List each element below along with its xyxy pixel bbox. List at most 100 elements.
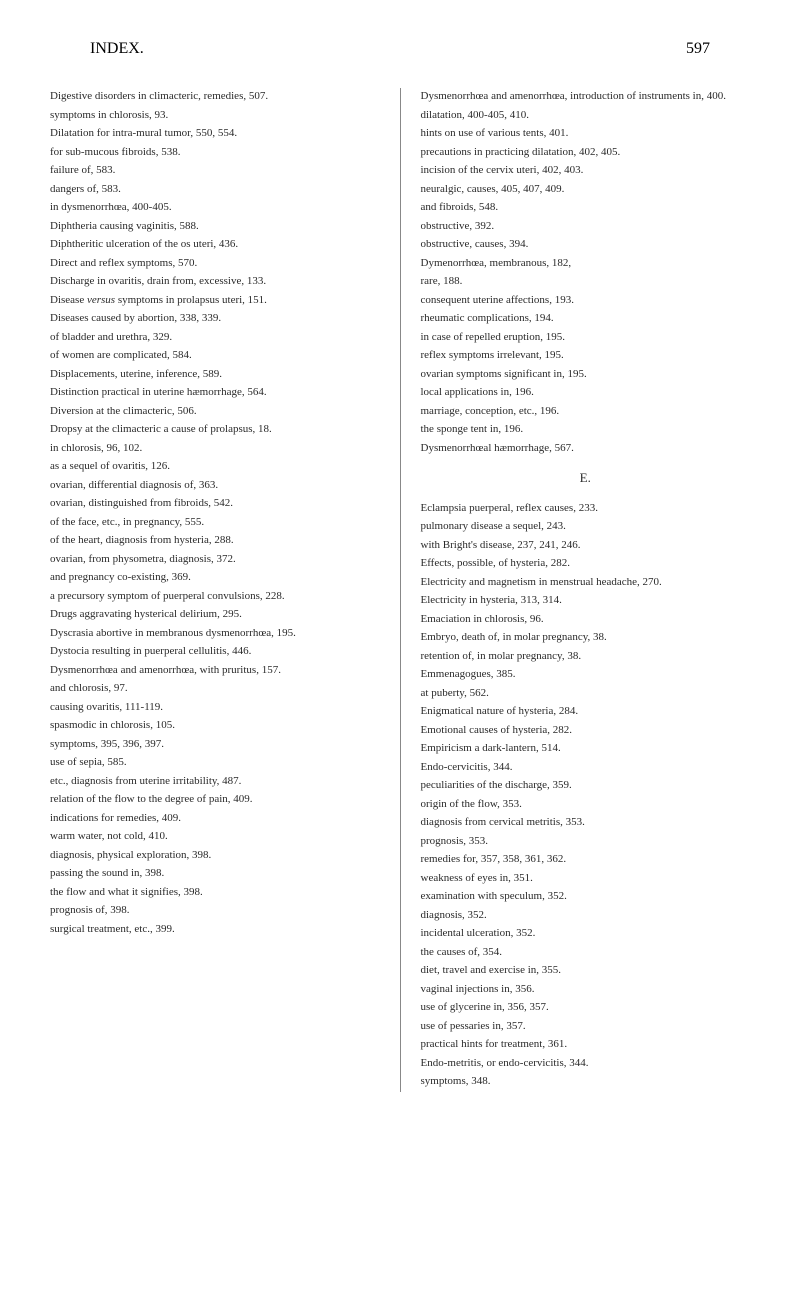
index-entry: hints on use of various tents, 401. [421,125,751,142]
index-entry: Diphtheritic ulceration of the os uteri,… [50,236,380,253]
index-entry: dangers of, 583. [50,181,380,198]
index-entry: in case of repelled eruption, 195. [421,329,751,346]
index-entry: incidental ulceration, 352. [421,925,751,942]
index-entry: use of glycerine in, 356, 357. [421,999,751,1016]
index-entry: ovarian, differential diagnosis of, 363. [50,477,380,494]
index-entry: dilatation, 400-405, 410. [421,107,751,124]
index-entry: of the face, etc., in pregnancy, 555. [50,514,380,531]
index-entry: ovarian symptoms significant in, 195. [421,366,751,383]
index-entry: Empiricism a dark-lantern, 514. [421,740,751,757]
index-entry: of the heart, diagnosis from hysteria, 2… [50,532,380,549]
index-entry: Dilatation for intra-mural tumor, 550, 5… [50,125,380,142]
index-entry: Eclampsia puerperal, reflex causes, 233. [421,500,751,517]
index-entry: the flow and what it signifies, 398. [50,884,380,901]
index-entry: Disease versus symptoms in prolapsus ute… [50,292,380,309]
index-entry: Emmenagogues, 385. [421,666,751,683]
index-entry: passing the sound in, 398. [50,865,380,882]
index-entry: Electricity in hysteria, 313, 314. [421,592,751,609]
index-entry: rheumatic complications, 194. [421,310,751,327]
index-entry: symptoms, 395, 396, 397. [50,736,380,753]
index-entry: of bladder and urethra, 329. [50,329,380,346]
index-entry: Endo-metritis, or endo-cervicitis, 344. [421,1055,751,1072]
index-entry: of women are complicated, 584. [50,347,380,364]
index-entry: Discharge in ovaritis, drain from, exces… [50,273,380,290]
index-entry: remedies for, 357, 358, 361, 362. [421,851,751,868]
index-entry: for sub-mucous fibroids, 538. [50,144,380,161]
column-divider [400,88,401,1092]
index-entry: Electricity and magnetism in menstrual h… [421,574,751,591]
index-entry: marriage, conception, etc., 196. [421,403,751,420]
index-entry: origin of the flow, 353. [421,796,751,813]
index-entry: Diseases caused by abortion, 338, 339. [50,310,380,327]
index-entry: Dyscrasia abortive in membranous dysmeno… [50,625,380,642]
index-entry: rare, 188. [421,273,751,290]
index-entry: ovarian, from physometra, diagnosis, 372… [50,551,380,568]
index-entry: diagnosis, physical exploration, 398. [50,847,380,864]
index-entry: and pregnancy co-existing, 369. [50,569,380,586]
index-entry: precautions in practicing dilatation, 40… [421,144,751,161]
index-entry: failure of, 583. [50,162,380,179]
index-entry: consequent uterine affections, 193. [421,292,751,309]
index-entry: Emotional causes of hysteria, 282. [421,722,751,739]
index-entry: peculiarities of the discharge, 359. [421,777,751,794]
index-entry: Dysmenorrhœal hæmorrhage, 567. [421,440,751,457]
index-entry: Diversion at the climacteric, 506. [50,403,380,420]
index-entry: at puberty, 562. [421,685,751,702]
index-entry: Distinction practical in uterine hæmorrh… [50,384,380,401]
index-entry: incision of the cervix uteri, 402, 403. [421,162,751,179]
index-entry: prognosis of, 398. [50,902,380,919]
index-entry: Embryo, death of, in molar pregnancy, 38… [421,629,751,646]
index-entry: indications for remedies, 409. [50,810,380,827]
index-entry: Drugs aggravating hysterical delirium, 2… [50,606,380,623]
index-entry: Endo-cervicitis, 344. [421,759,751,776]
index-entry: Enigmatical nature of hysteria, 284. [421,703,751,720]
index-entry: neuralgic, causes, 405, 407, 409. [421,181,751,198]
index-entry: the sponge tent in, 196. [421,421,751,438]
right-column: Dysmenorrhœa and amenorrhœa, introductio… [421,88,751,1092]
index-entry: reflex symptoms irrelevant, 195. [421,347,751,364]
left-column: Digestive disorders in climacteric, reme… [50,88,380,1092]
index-entry: pulmonary disease a sequel, 243. [421,518,751,535]
index-entry: and chlorosis, 97. [50,680,380,697]
index-entry: Displacements, uterine, inference, 589. [50,366,380,383]
index-entry: relation of the flow to the degree of pa… [50,791,380,808]
index-entry: retention of, in molar pregnancy, 38. [421,648,751,665]
index-entry: Dystocia resulting in puerperal cellulit… [50,643,380,660]
index-entry: Dymenorrhœa, membranous, 182, [421,255,751,272]
index-entry: prognosis, 353. [421,833,751,850]
index-entry: practical hints for treatment, 361. [421,1036,751,1053]
index-entry: and fibroids, 548. [421,199,751,216]
index-entry: diagnosis, 352. [421,907,751,924]
index-entry: in chlorosis, 96, 102. [50,440,380,457]
index-entry: examination with speculum, 352. [421,888,751,905]
index-entry: with Bright's disease, 237, 241, 246. [421,537,751,554]
index-entry: vaginal injections in, 356. [421,981,751,998]
page-number: 597 [686,40,710,58]
index-entry: symptoms in chlorosis, 93. [50,107,380,124]
index-entry: Dropsy at the climacteric a cause of pro… [50,421,380,438]
index-entry: Digestive disorders in climacteric, reme… [50,88,380,105]
index-columns: Digestive disorders in climacteric, reme… [50,88,750,1092]
index-entry: diagnosis from cervical metritis, 353. [421,814,751,831]
index-entry: use of pessaries in, 357. [421,1018,751,1035]
index-entry: E. [421,468,751,488]
index-entry: etc., diagnosis from uterine irritabilit… [50,773,380,790]
index-entry: Effects, possible, of hysteria, 282. [421,555,751,572]
index-entry: use of sepia, 585. [50,754,380,771]
index-entry: symptoms, 348. [421,1073,751,1090]
index-entry: Emaciation in chlorosis, 96. [421,611,751,628]
index-entry: spasmodic in chlorosis, 105. [50,717,380,734]
index-entry: in dysmenorrhœa, 400-405. [50,199,380,216]
index-entry: obstructive, 392. [421,218,751,235]
index-entry: causing ovaritis, 111-119. [50,699,380,716]
index-entry: the causes of, 354. [421,944,751,961]
index-entry: surgical treatment, etc., 399. [50,921,380,938]
header-title: INDEX. [90,40,144,58]
index-entry: as a sequel of ovaritis, 126. [50,458,380,475]
page-header: INDEX. 597 [50,40,750,58]
index-entry: weakness of eyes in, 351. [421,870,751,887]
index-entry: obstructive, causes, 394. [421,236,751,253]
index-entry: local applications in, 196. [421,384,751,401]
index-entry: Dysmenorrhœa and amenorrhœa, with prurit… [50,662,380,679]
index-entry: ovarian, distinguished from fibroids, 54… [50,495,380,512]
